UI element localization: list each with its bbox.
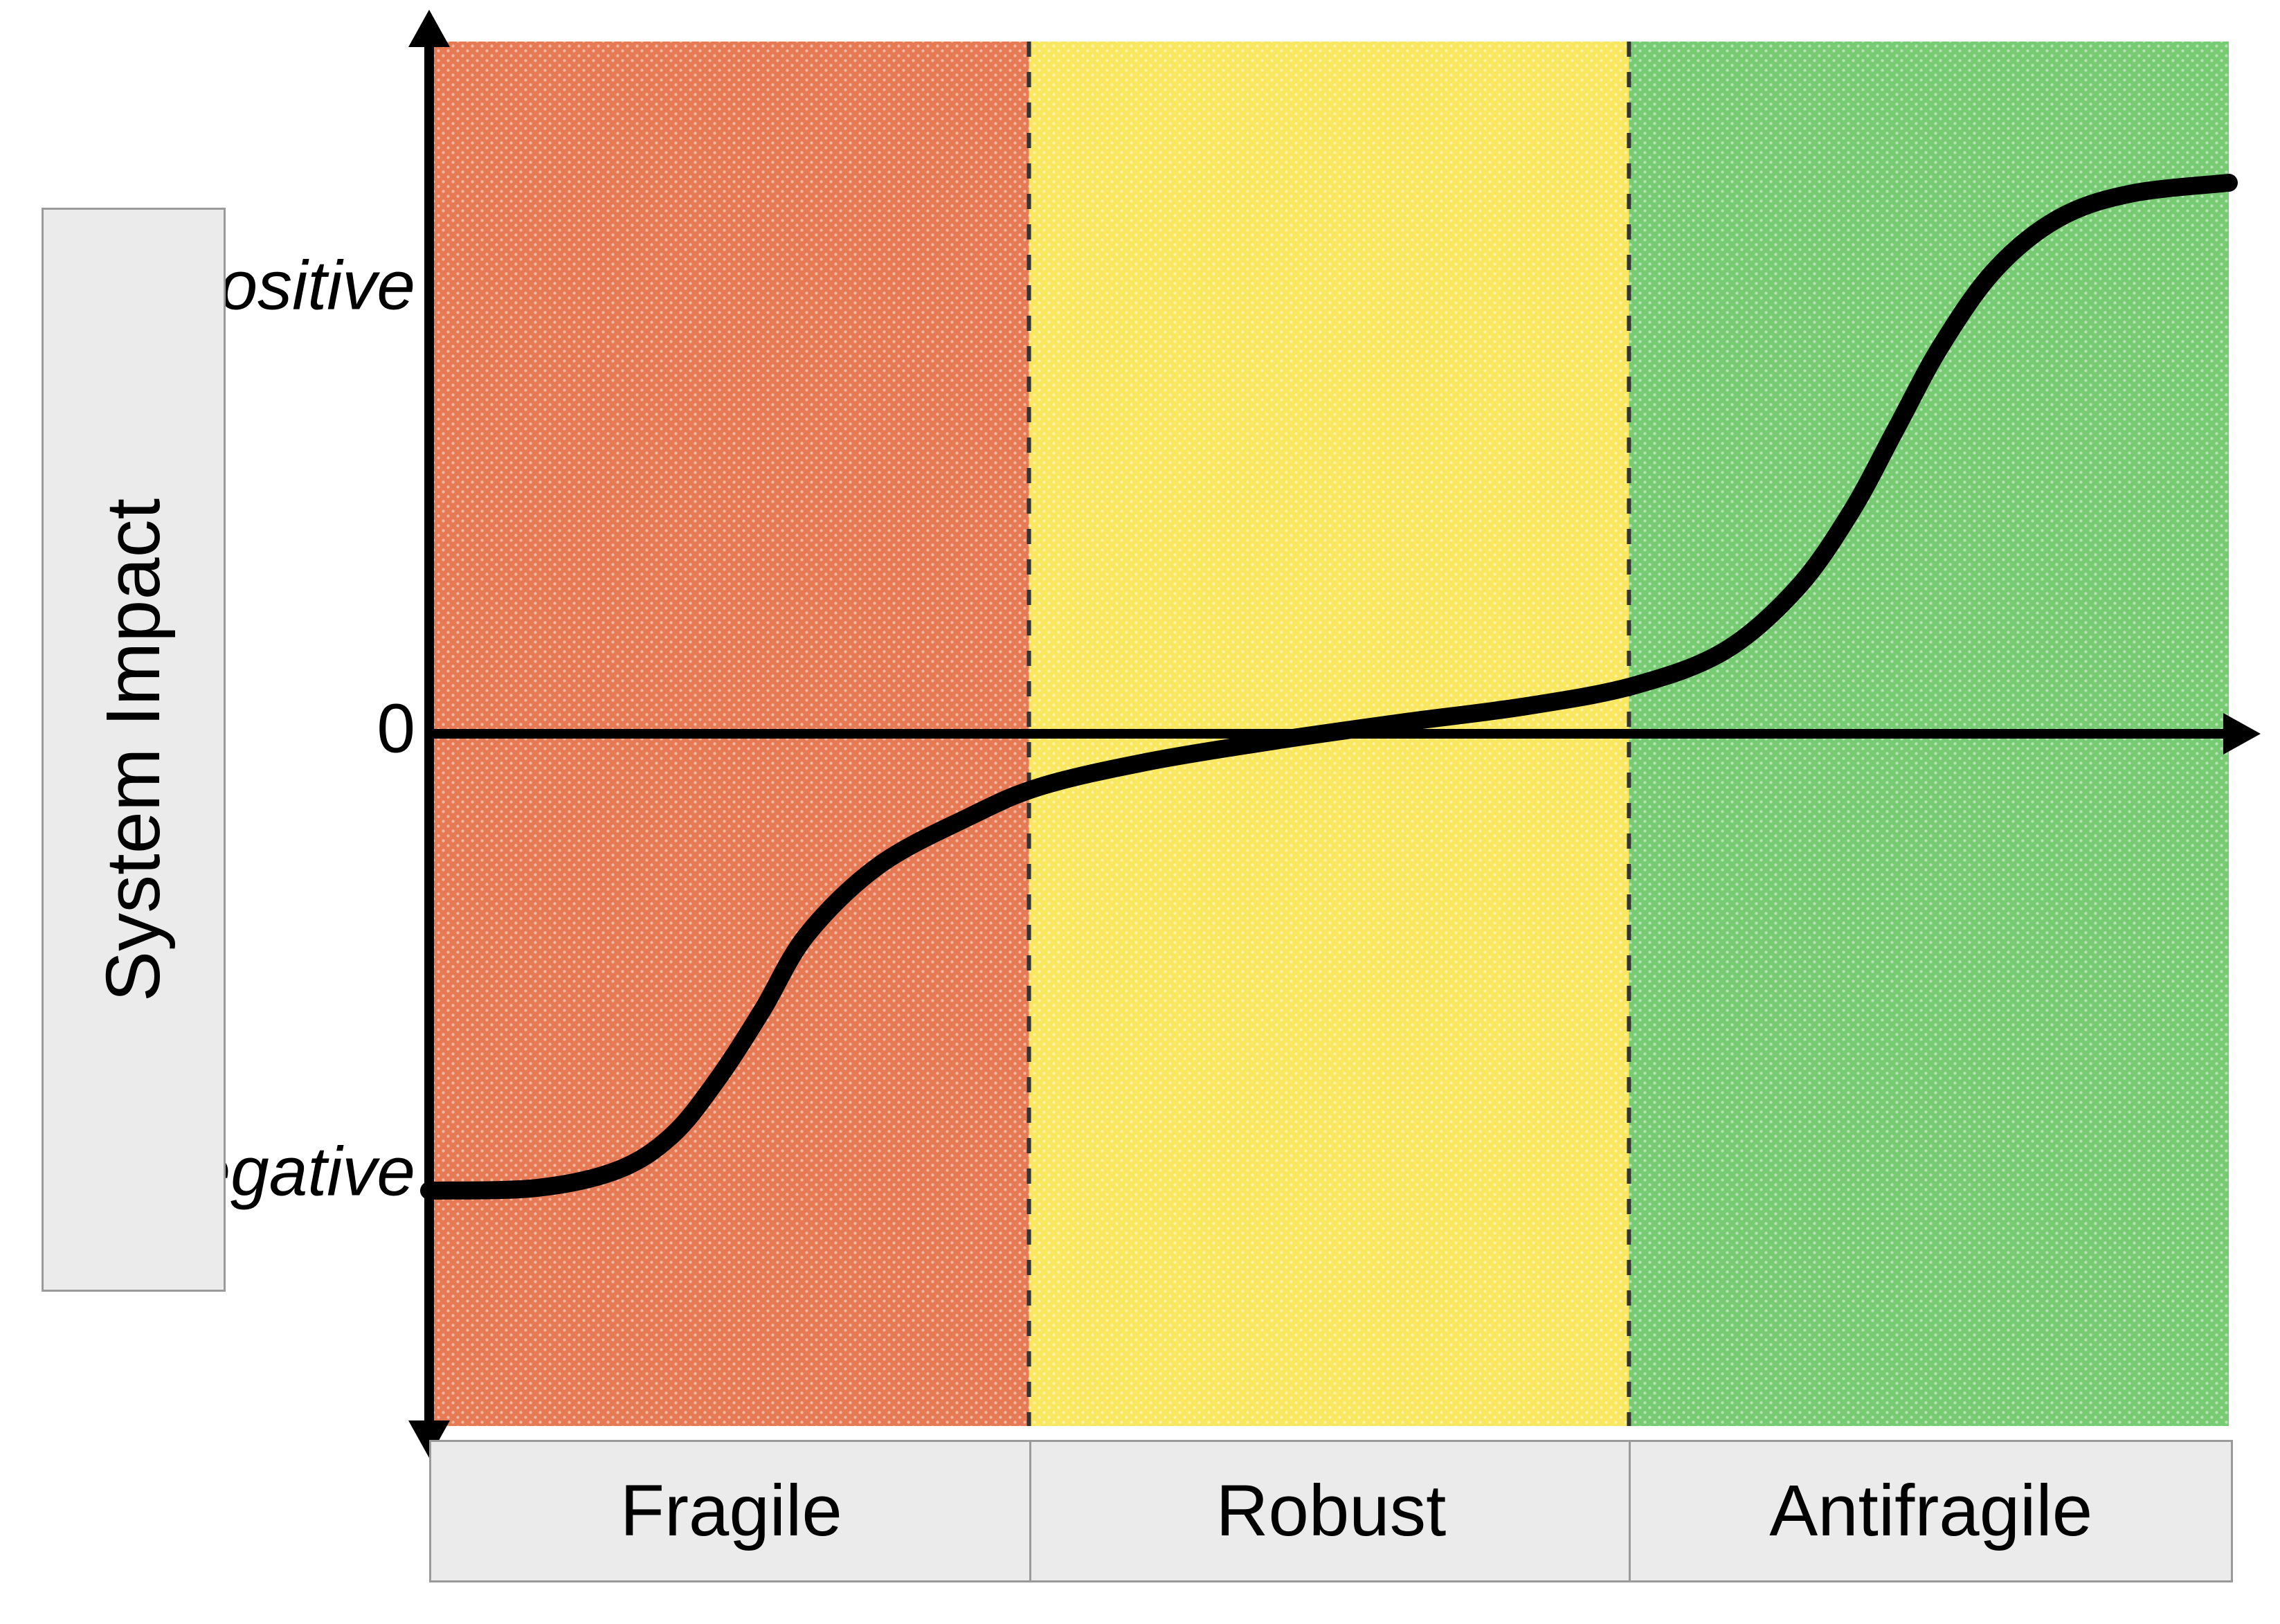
x-label-fragile: Fragile (429, 1440, 1033, 1582)
x-axis-arrow-right (2223, 713, 2261, 755)
x-label-robust: Robust (1029, 1440, 1634, 1582)
chart-svg: Positive0Negative (0, 0, 2280, 1624)
y-tick-0: 0 (377, 689, 415, 767)
y-axis-title: System Impact (90, 498, 178, 1001)
y-axis-title-box: System Impact (42, 208, 226, 1292)
y-axis-arrow-up (408, 10, 450, 47)
diagram-root: Positive0Negative System Impact FragileR… (0, 0, 2280, 1624)
x-label-antifragile: Antifragile (1629, 1440, 2233, 1582)
